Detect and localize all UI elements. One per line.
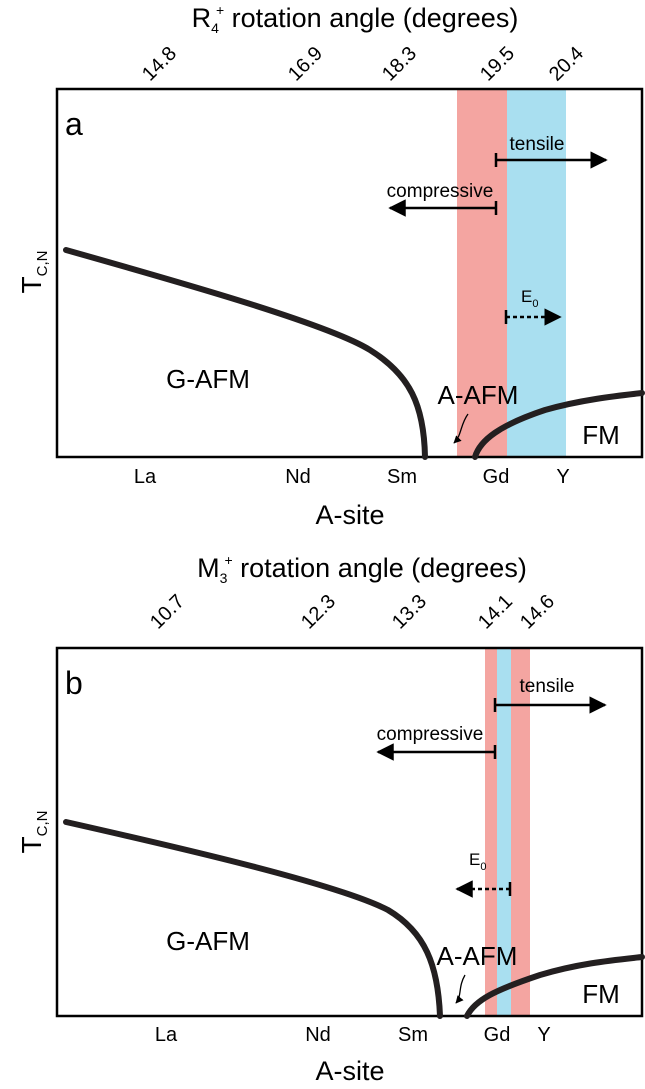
plot-frame bbox=[55, 646, 644, 1018]
bottom-tick-label: Gd bbox=[484, 1024, 511, 1046]
y-axis-label: TC,N bbox=[16, 811, 51, 854]
g-afm-label: G-AFM bbox=[166, 926, 250, 956]
top-tick-label: 14.1 bbox=[474, 590, 517, 633]
g-afm-boundary-curve bbox=[63, 819, 443, 1019]
panel-label: b bbox=[65, 665, 83, 701]
top-axis-title: R4+ rotation angle (degrees) bbox=[192, 2, 519, 36]
compressive-label: compressive bbox=[387, 181, 494, 202]
top-axis-title: M3+ rotation angle (degrees) bbox=[197, 552, 527, 586]
panel-label: a bbox=[65, 106, 83, 142]
x-axis-label: A-site bbox=[315, 1056, 384, 1086]
bottom-tick-label: Sm bbox=[398, 1024, 428, 1046]
top-tick-label: 12.3 bbox=[297, 590, 340, 633]
a-afm-label: A-AFM bbox=[438, 380, 519, 410]
top-tick-label: 14.8 bbox=[138, 42, 181, 85]
top-tick-label: 20.4 bbox=[545, 42, 588, 85]
top-tick-label: 10.7 bbox=[146, 590, 189, 633]
fm-label: FM bbox=[582, 979, 620, 1009]
tensile-label: tensile bbox=[510, 134, 565, 155]
y-axis-label: TC,N bbox=[16, 251, 51, 294]
bottom-tick-label: Gd bbox=[483, 466, 510, 488]
compressive-band bbox=[485, 648, 497, 1016]
bottom-tick-label: Nd bbox=[285, 466, 311, 488]
top-tick-label: 16.9 bbox=[284, 42, 327, 85]
tensile-band bbox=[497, 648, 511, 1016]
g-afm-label: G-AFM bbox=[166, 364, 250, 394]
compressive-label: compressive bbox=[377, 724, 484, 745]
a-afm-pointer-arrow bbox=[453, 413, 469, 444]
bottom-tick-label: Sm bbox=[387, 466, 417, 488]
compressive-band bbox=[511, 648, 530, 1016]
top-tick-label: 18.3 bbox=[378, 42, 421, 85]
e0-label: E0 bbox=[521, 287, 538, 310]
bottom-tick-label: La bbox=[155, 1024, 178, 1046]
bottom-tick-label: La bbox=[134, 466, 157, 488]
fm-boundary-curve bbox=[472, 390, 645, 460]
x-axis-label: A-site bbox=[315, 500, 384, 530]
fm-boundary-curve bbox=[464, 954, 645, 1019]
a-afm-label: A-AFM bbox=[437, 941, 518, 971]
panel-a: R4+ rotation angle (degrees) 14.8 16.9 1… bbox=[16, 2, 645, 530]
g-afm-boundary-curve bbox=[63, 247, 428, 460]
bottom-tick-label: Nd bbox=[305, 1024, 331, 1046]
tensile-label: tensile bbox=[520, 676, 575, 697]
plot-frame bbox=[55, 87, 644, 459]
bottom-tick-label: Y bbox=[537, 1024, 550, 1046]
compressive-band bbox=[457, 89, 507, 457]
fm-label: FM bbox=[582, 420, 620, 450]
e0-label: E0 bbox=[469, 850, 486, 873]
top-tick-label: 19.5 bbox=[476, 42, 519, 85]
tensile-band bbox=[507, 89, 566, 457]
top-tick-label: 13.3 bbox=[388, 590, 431, 633]
bottom-tick-label: Y bbox=[556, 466, 569, 488]
panel-b: M3+ rotation angle (degrees) 10.7 12.3 1… bbox=[16, 552, 645, 1086]
top-tick-label: 14.6 bbox=[516, 590, 559, 633]
a-afm-pointer-arrow bbox=[455, 974, 466, 1004]
